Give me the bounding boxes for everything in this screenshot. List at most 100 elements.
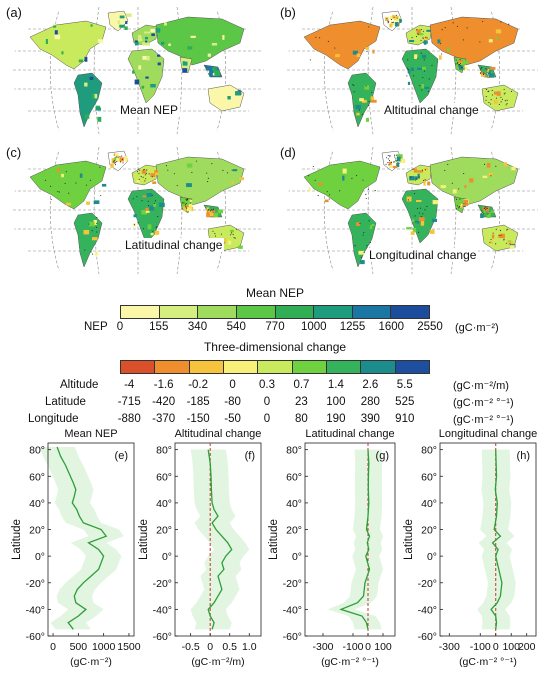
profile-plot-3: 80° 60° 40° 20° 0° -20° -40° -60° Latitude -300 -1…	[268, 442, 396, 668]
colorbar-swatch	[223, 361, 259, 373]
uncertainty-band	[190, 449, 250, 630]
world-map	[12, 7, 264, 134]
uncertainty-band	[39, 446, 124, 630]
map-panel-1: (a) Mean NEP	[6, 3, 268, 138]
colorbar-swatch	[326, 361, 362, 373]
colorbar-swatch	[352, 306, 392, 318]
x-tick-label: 0	[50, 641, 56, 653]
change-tick: 0	[263, 413, 271, 425]
y-tick-label: 40°	[156, 498, 172, 510]
colorbar-swatch	[391, 306, 429, 318]
profile-title: Mean NEP	[64, 428, 118, 440]
y-tick-label: -20°	[283, 578, 302, 590]
y-tick-label: -40°	[418, 604, 437, 616]
asia-region	[155, 16, 245, 66]
y-tick-label: 20°	[156, 525, 172, 537]
africa-region	[401, 188, 439, 244]
y-tick-label: -20°	[26, 578, 45, 590]
colorbar-swatch	[258, 361, 293, 373]
map-caption: Altitudinal change	[382, 103, 481, 117]
profile-plot-2: 80° 60° 40° 20° 0° -20° -40° -60° Latitude -0.5 0 0…	[138, 442, 262, 668]
north-america-region	[303, 20, 381, 70]
change-tick: 0.3	[259, 379, 275, 391]
x-tick-label: 500	[70, 641, 88, 653]
y-axis-label: Latitude	[268, 519, 280, 560]
south-america-region	[347, 212, 377, 268]
nep-tick: 770	[265, 321, 285, 333]
change-tick: 525	[395, 396, 415, 408]
change-tick-row: -715 -420 -185 -80 0 23 100 280 525	[0, 396, 550, 410]
colorbar-swatch	[292, 361, 327, 373]
y-tick-label: 40°	[286, 498, 302, 510]
change-tick: -420	[152, 396, 176, 408]
change-tick: 0	[263, 396, 271, 408]
nep-tick: 1600	[378, 321, 405, 333]
change-tick: 5.5	[396, 379, 413, 391]
nep-colorbar	[120, 305, 430, 319]
panel-letter: (e)	[115, 450, 128, 462]
nep-tick: 2550	[417, 321, 443, 333]
change-tick: -185	[186, 396, 210, 408]
map-panel-2: (b) Altitudinal change	[280, 3, 542, 138]
change-tick-row: -880 -370 -150 -50 0 80 190 390 910	[0, 413, 550, 427]
colorbar-swatch	[314, 306, 353, 318]
africa-region	[401, 48, 439, 104]
y-tick-label: 20°	[286, 525, 302, 537]
change-row-unit: (gC·m⁻² °⁻¹)	[453, 397, 514, 409]
y-tick-label: 20°	[29, 525, 45, 537]
australia-region	[481, 84, 519, 112]
x-tick-label: -300	[439, 641, 460, 653]
change-tick: -370	[152, 413, 176, 425]
x-axis-unit: (gC·m⁻² °⁻¹)	[459, 656, 517, 668]
series-line	[56, 446, 108, 630]
x-tick-label: 100	[374, 641, 392, 653]
y-tick-label: 60°	[421, 471, 437, 483]
y-tick-label: -20°	[418, 578, 437, 590]
panel-letter: (f)	[245, 450, 255, 462]
panel-letter: (a)	[6, 5, 22, 20]
world-map	[12, 147, 264, 274]
change-tick: -1.6	[153, 379, 174, 391]
change-tick: 100	[326, 396, 346, 408]
map-caption: Mean NEP	[118, 103, 181, 117]
y-tick-label: 60°	[286, 471, 302, 483]
change-row-unit: (gC·m⁻²/m)	[453, 380, 509, 392]
change-tick: 2.6	[362, 379, 379, 391]
y-tick-label: 80°	[421, 445, 437, 457]
y-tick-label: 40°	[421, 498, 437, 510]
nep-legend-title: Mean NEP	[245, 286, 305, 300]
y-tick-label: -60°	[418, 631, 437, 643]
map-panel-4: (d) Longitudinal change	[280, 143, 542, 278]
nep-tick: 1255	[339, 321, 366, 333]
x-tick-label: 200	[518, 641, 536, 653]
nep-tick: 540	[226, 321, 246, 333]
y-tick-label: 80°	[286, 445, 302, 457]
change-row-unit: (gC·m⁻² °⁻¹)	[453, 414, 514, 426]
panel-letter: (c)	[6, 145, 22, 160]
colorbar-swatch	[198, 306, 237, 318]
change-tick: 1.4	[327, 379, 344, 391]
y-tick-label: 80°	[156, 445, 172, 457]
y-tick-label: 80°	[29, 445, 45, 457]
change-tick: -150	[186, 413, 210, 425]
world-map	[286, 7, 538, 134]
series-line	[207, 449, 233, 630]
north-america-region	[29, 160, 107, 210]
map-caption: Longitudinal change	[367, 248, 479, 262]
world-map	[286, 147, 538, 274]
south-america-region	[73, 212, 103, 268]
x-tick-label: 0	[207, 641, 213, 653]
change-tick: 0.7	[293, 379, 310, 391]
y-tick-label: 40°	[29, 498, 45, 510]
colorbar-swatch	[361, 361, 396, 373]
nep-row-label: NEP	[84, 321, 108, 333]
profile-title: Latitudinal change	[305, 428, 395, 440]
x-axis-unit: (gC·m⁻²)	[70, 656, 112, 668]
nep-unit: (gC·m⁻²)	[455, 322, 499, 334]
x-tick-label: 1500	[117, 641, 141, 653]
x-tick-label: 1.0	[242, 641, 257, 653]
y-axis-label: Latitude	[403, 519, 415, 560]
north-america-region	[303, 160, 381, 210]
y-tick-label: -60°	[153, 631, 172, 643]
y-tick-label: 0°	[427, 551, 437, 563]
